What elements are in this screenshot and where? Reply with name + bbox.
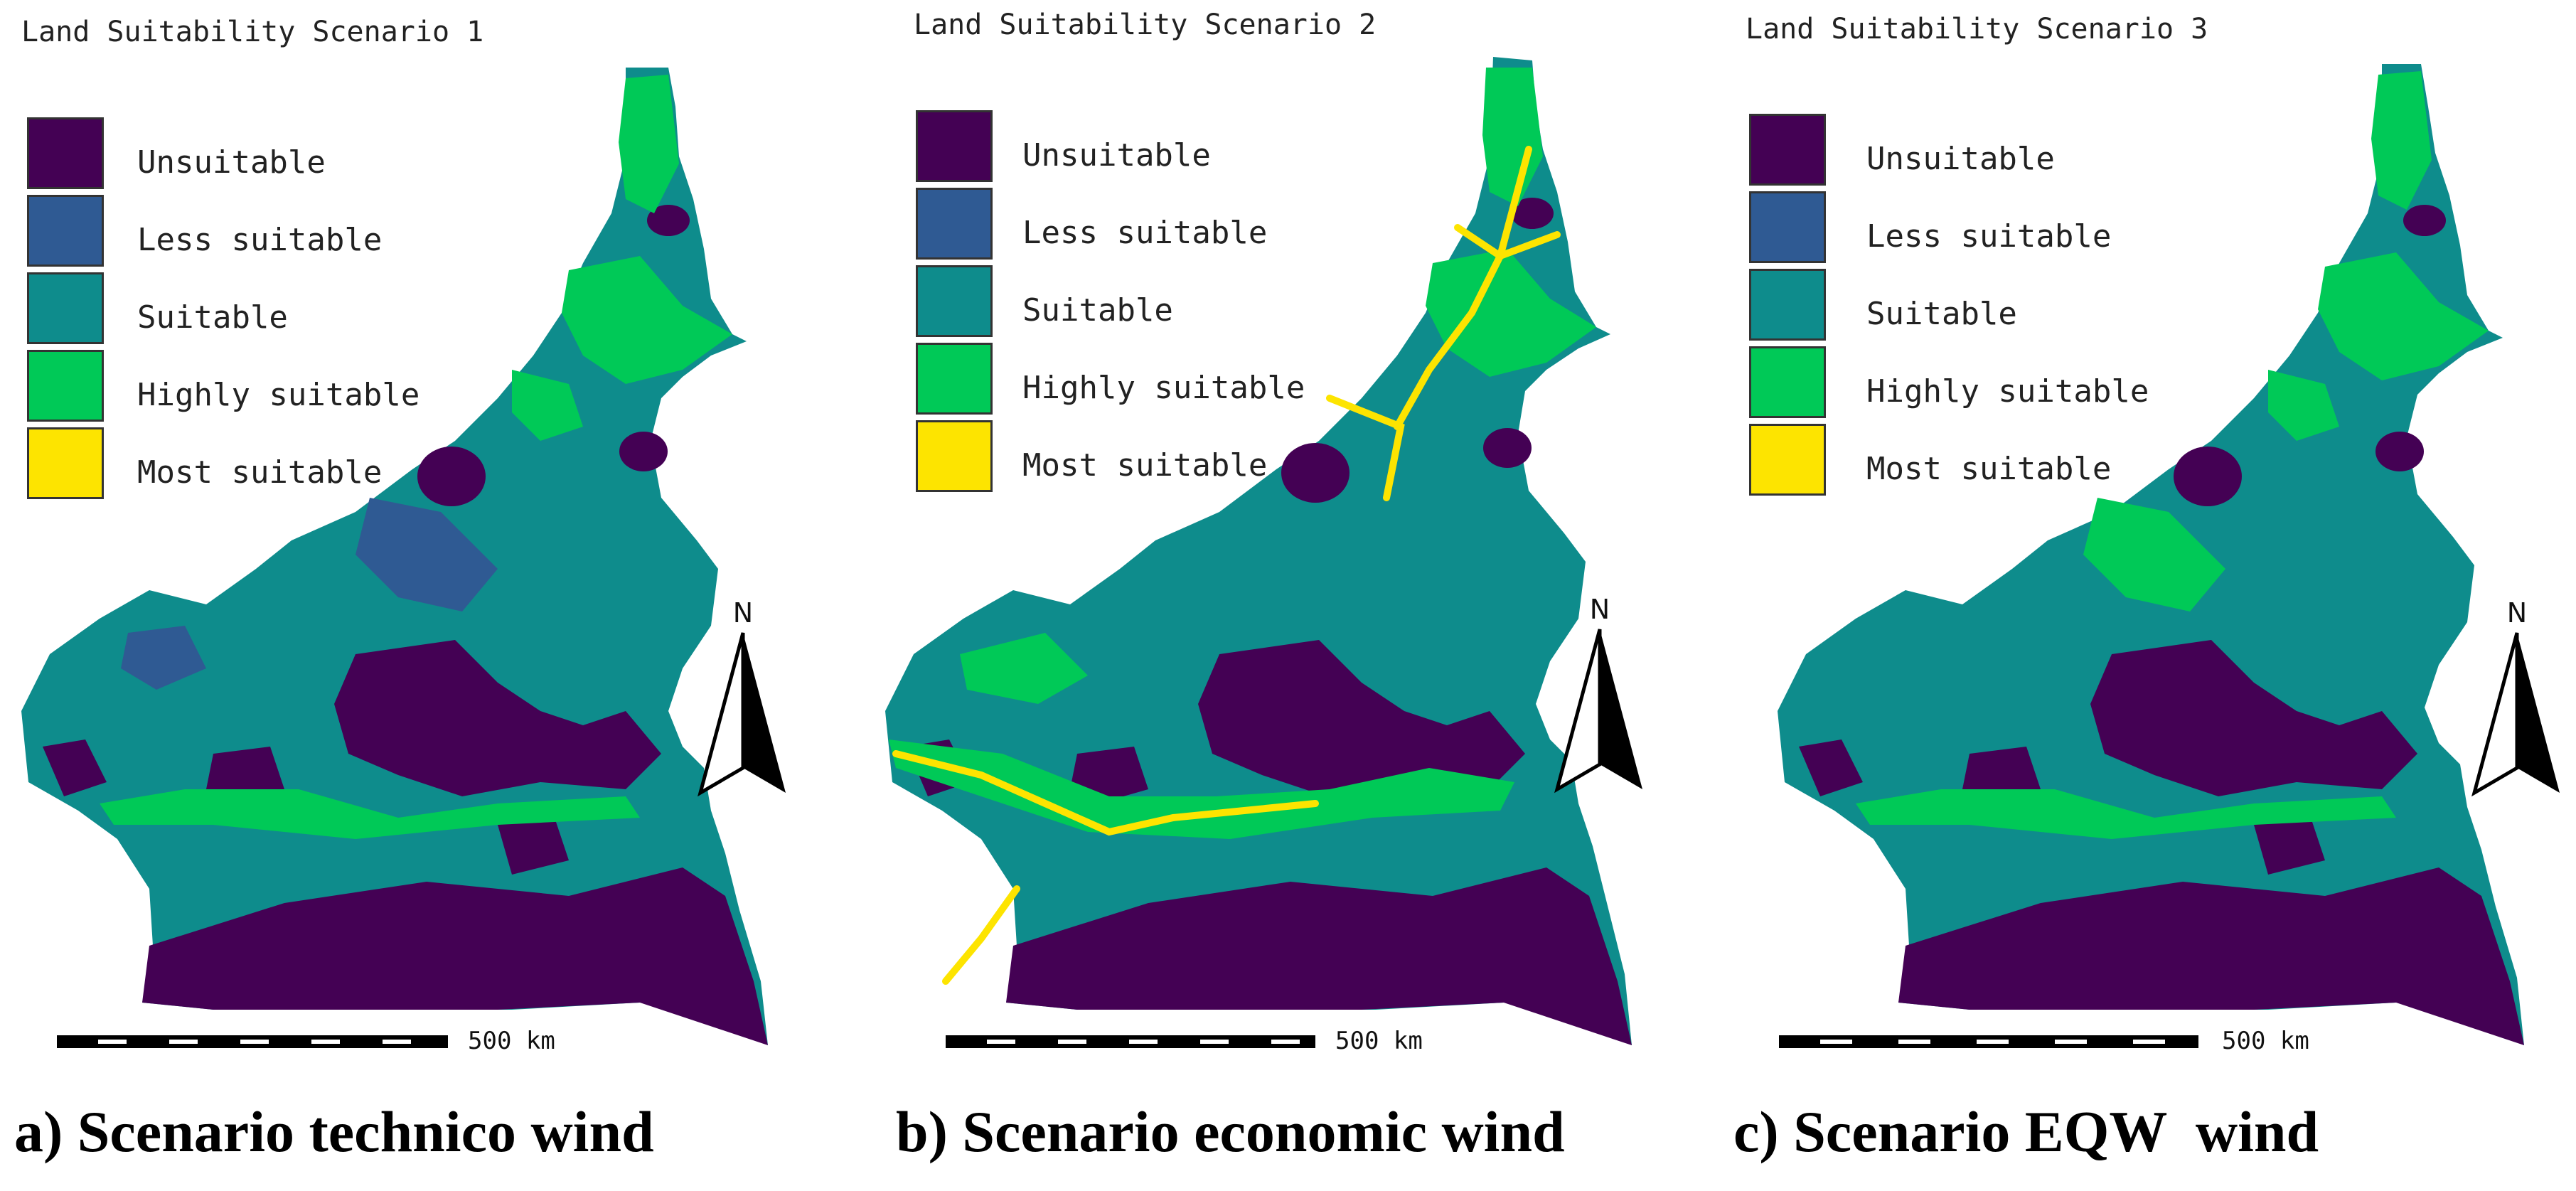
- map-title-c: Land Suitability Scenario 3: [1746, 13, 2208, 46]
- legend-label: Unsuitable: [1866, 141, 2055, 177]
- legend-swatch-less-suitable: [916, 188, 993, 260]
- legend-label: Suitable: [137, 299, 288, 336]
- legend-swatch-highly-suitable: [916, 343, 993, 415]
- highly-suitable-patches: [100, 75, 732, 839]
- scale-bar-icon: [1779, 1035, 2198, 1048]
- legend-swatch-suitable: [916, 265, 993, 337]
- legend-label: Suitable: [1866, 296, 2017, 332]
- legend-label: Most suitable: [137, 454, 383, 491]
- legend-swatch-unsuitable: [1749, 114, 1826, 186]
- map-a: [21, 68, 768, 1045]
- legend-label: Suitable: [1022, 292, 1173, 329]
- legend-swatch-highly-suitable: [27, 350, 104, 422]
- north-arrow-a: N: [693, 597, 793, 803]
- legend-label: Less suitable: [1866, 218, 2112, 255]
- legend-swatch-suitable: [1749, 269, 1826, 341]
- legend-label: Most suitable: [1866, 451, 2112, 487]
- legend-label: Highly suitable: [1022, 370, 1305, 406]
- legend-label: Highly suitable: [137, 377, 420, 413]
- legend-swatch-unsuitable: [916, 110, 993, 182]
- north-letter: N: [1589, 594, 1610, 625]
- scale-bar-c: 500 km: [1778, 1027, 2309, 1055]
- legend-label: Most suitable: [1022, 447, 1268, 484]
- scale-bar-icon: [946, 1035, 1315, 1048]
- panel-a: Land Suitability Scenario 1 Unsuitable L…: [0, 0, 875, 1191]
- unsuitable-areas: [43, 205, 768, 1045]
- legend-label: Unsuitable: [137, 144, 326, 181]
- map-b: [885, 57, 1632, 1045]
- scale-bar-b: 500 km: [944, 1027, 1423, 1055]
- most-suitable-corridors: [892, 146, 1561, 985]
- scale-bar-a: 500 km: [55, 1027, 555, 1055]
- scale-label: 500 km: [468, 1027, 555, 1055]
- legend-swatch-less-suitable: [1749, 191, 1826, 263]
- scale-bar-icon: [57, 1035, 448, 1048]
- north-letter: N: [2506, 597, 2528, 629]
- unsuitable-areas: [1799, 205, 2524, 1045]
- north-arrow-icon: [2471, 632, 2560, 797]
- legend-swatch-highly-suitable: [1749, 346, 1826, 418]
- north-arrow-icon: [1554, 629, 1642, 794]
- legend-label: Less suitable: [137, 222, 383, 258]
- legend-swatch-most-suitable: [916, 420, 993, 492]
- panel-b: Land Suitability Scenario 2 Unsuitable L…: [875, 0, 1728, 1191]
- caption-b: b) Scenario economic wind: [896, 1099, 1565, 1164]
- legend-swatch-suitable: [27, 272, 104, 344]
- less-suitable-patches: [121, 498, 498, 690]
- map-title-a: Land Suitability Scenario 1: [21, 16, 484, 48]
- highly-suitable-patches: [1856, 71, 2489, 839]
- legend-swatch-unsuitable: [27, 117, 104, 189]
- map-c: [1778, 64, 2524, 1045]
- legend-label: Less suitable: [1022, 215, 1268, 251]
- caption-a: a) Scenario technico wind: [14, 1099, 654, 1164]
- legend-swatch-most-suitable: [1749, 424, 1826, 496]
- legend-label: Unsuitable: [1022, 137, 1211, 173]
- north-arrow-c: N: [2467, 597, 2567, 803]
- legend-swatch-less-suitable: [27, 195, 104, 267]
- north-arrow-icon: [698, 632, 786, 797]
- legend-swatch-most-suitable: [27, 427, 104, 499]
- north-letter: N: [732, 597, 754, 629]
- highly-suitable-patches: [889, 68, 1596, 839]
- scale-label: 500 km: [1335, 1027, 1423, 1055]
- scale-label: 500 km: [2222, 1027, 2309, 1055]
- panel-c: Land Suitability Scenario 3 Unsuitable L…: [1728, 0, 2576, 1191]
- map-title-b: Land Suitability Scenario 2: [914, 9, 1377, 41]
- legend-label: Highly suitable: [1866, 373, 2149, 410]
- caption-c: c) Scenario EQW wind: [1733, 1099, 2319, 1164]
- north-arrow-b: N: [1550, 594, 1650, 800]
